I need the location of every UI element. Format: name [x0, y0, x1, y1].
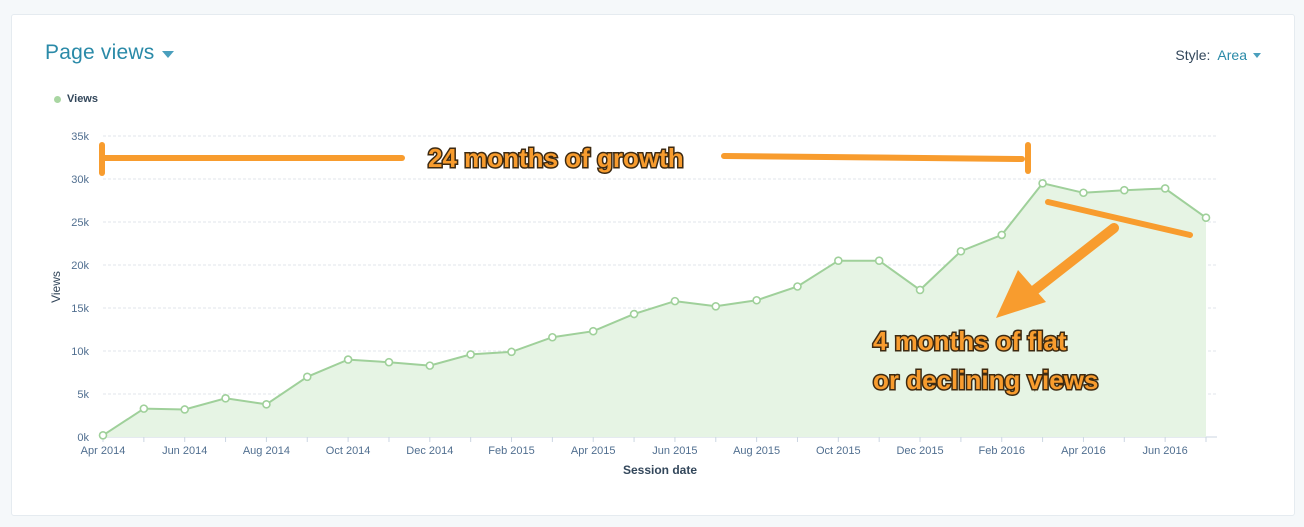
arrow-icon: [996, 223, 1119, 318]
x-axis-title: Session date: [623, 463, 697, 477]
data-point[interactable]: [302, 372, 312, 382]
annotation-growth: 24 months of growth: [428, 143, 684, 173]
report-title: Page views: [45, 41, 155, 64]
x-tick-label: Aug 2014: [243, 445, 290, 457]
y-tick-label: 30k: [71, 174, 89, 186]
data-point[interactable]: [98, 430, 108, 440]
data-point[interactable]: [588, 326, 598, 336]
chevron-down-icon: [162, 50, 175, 58]
y-tick-label: 10k: [71, 346, 89, 358]
x-tick-label: Feb 2015: [488, 445, 534, 457]
x-tick-label: Apr 2015: [571, 445, 616, 457]
y-tick-label: 20k: [71, 260, 89, 272]
series-line-views: [102, 182, 1207, 437]
legend-dot-icon: [54, 95, 61, 103]
y-tick-label: 35k: [71, 131, 89, 143]
y-tick-label: 15k: [71, 303, 89, 315]
data-point[interactable]: [1201, 213, 1211, 222]
data-point[interactable]: [956, 246, 966, 256]
x-tick-label: Apr 2014: [81, 445, 126, 457]
data-point[interactable]: [793, 282, 802, 291]
data-point[interactable]: [180, 405, 190, 414]
style-control: Style: Area: [1175, 47, 1261, 63]
data-point[interactable]: [670, 296, 680, 306]
x-tick-label: Oct 2014: [326, 445, 371, 457]
y-tick-label: 0k: [77, 432, 89, 444]
annotation-flat-line2: or declining views: [873, 365, 1098, 395]
annotation-flat-line1: 4 months of flat: [873, 326, 1067, 356]
data-point[interactable]: [425, 361, 435, 370]
x-tick-label: Jun 2014: [162, 445, 207, 457]
x-tick-label: Feb 2016: [978, 445, 1024, 457]
data-point[interactable]: [548, 332, 557, 342]
x-tick-label: Jun 2016: [1143, 445, 1188, 457]
style-value: Area: [1217, 47, 1247, 63]
legend[interactable]: Views: [54, 93, 98, 105]
x-tick-label: Dec 2015: [896, 445, 943, 457]
chevron-down-icon: [1253, 53, 1261, 58]
x-tick-label: Jun 2015: [652, 445, 697, 457]
data-point[interactable]: [507, 347, 516, 357]
data-point[interactable]: [139, 404, 149, 413]
data-point[interactable]: [384, 357, 394, 367]
style-label: Style:: [1175, 47, 1211, 63]
data-point[interactable]: [629, 309, 639, 319]
x-tick-label: Apr 2016: [1061, 445, 1106, 457]
data-point[interactable]: [221, 393, 230, 403]
legend-label: Views: [67, 93, 98, 105]
data-point[interactable]: [1119, 185, 1129, 195]
data-point[interactable]: [1160, 184, 1170, 193]
y-axis-title: Views: [49, 271, 63, 303]
x-tick-label: Oct 2015: [816, 445, 861, 457]
data-point[interactable]: [1038, 179, 1047, 188]
style-dropdown[interactable]: Area: [1217, 47, 1261, 63]
y-tick-label: 25k: [71, 217, 89, 229]
x-tick-label: Dec 2014: [406, 445, 453, 457]
area-layer: [102, 182, 1207, 437]
annotations: 24 months of growth 4 months of flat or …: [99, 142, 1193, 397]
data-point[interactable]: [1079, 188, 1088, 198]
report-title-dropdown[interactable]: Page views: [45, 41, 175, 65]
data-point[interactable]: [997, 230, 1007, 240]
data-point[interactable]: [874, 256, 884, 266]
data-point[interactable]: [343, 355, 353, 364]
series-area-views: [103, 183, 1206, 437]
x-tick-label: Aug 2015: [733, 445, 780, 457]
data-point[interactable]: [834, 256, 843, 266]
x-axis-ticks: Apr 2014 Jun 2014 Aug 2014 Oct 2014 Dec 2014…: [81, 437, 1207, 457]
y-axis-ticks: 0k 5k 10k 15k 20k 25k 30k 35k: [71, 131, 89, 444]
data-point[interactable]: [466, 350, 475, 359]
growth-bracket: [99, 142, 1031, 176]
data-point[interactable]: [752, 295, 761, 305]
data-point[interactable]: [915, 285, 925, 295]
data-point[interactable]: [262, 400, 271, 409]
data-points: [98, 179, 1211, 440]
decline-trend-line: [1045, 199, 1193, 238]
y-tick-label: 5k: [77, 389, 89, 401]
data-point[interactable]: [711, 301, 721, 311]
